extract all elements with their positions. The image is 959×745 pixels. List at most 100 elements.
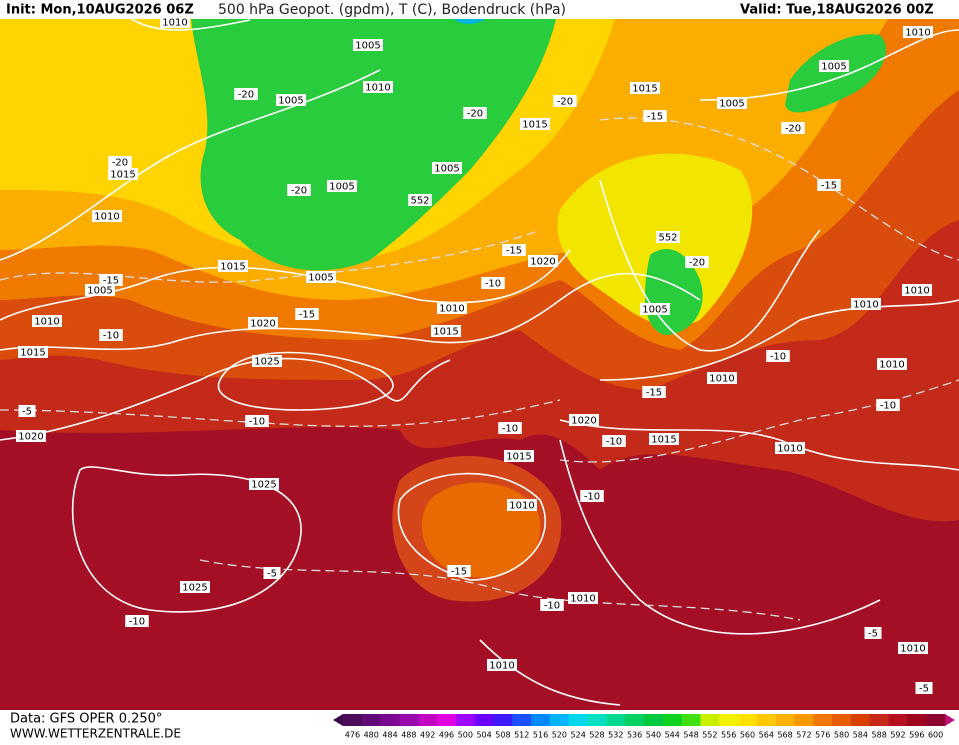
label-box xyxy=(864,627,882,639)
isoline-label: 1015 xyxy=(522,120,547,131)
colorbar-swatch xyxy=(644,714,664,726)
isoline-label: 1010 xyxy=(777,444,802,455)
isoline-label: -15 xyxy=(103,276,119,287)
colorbar-swatch xyxy=(719,714,739,726)
colorbar-swatch xyxy=(399,714,419,726)
colorbar-label: 596 xyxy=(909,731,924,740)
label-box xyxy=(481,277,505,289)
isoline-label: -10 xyxy=(485,279,501,290)
isoline-label: -15 xyxy=(451,567,467,578)
colorbar-swatch xyxy=(474,714,494,726)
label-box xyxy=(85,284,115,296)
label-box xyxy=(160,16,190,28)
isoline-label: 1025 xyxy=(254,357,279,368)
isoline-label: -20 xyxy=(557,97,573,108)
colorbar-swatch xyxy=(926,714,946,726)
colorbar-label: 580 xyxy=(834,731,849,740)
colorbar-label: 572 xyxy=(796,731,811,740)
isoline-label: -10 xyxy=(103,331,119,342)
label-box xyxy=(245,415,269,427)
isoline-label: 1015 xyxy=(632,84,657,95)
site-name: WWW.WETTERZENTRALE.DE xyxy=(10,727,181,741)
label-box xyxy=(431,325,461,337)
isoline-label: -20 xyxy=(291,186,307,197)
isoline-label: -20 xyxy=(467,109,483,120)
label-box xyxy=(252,355,282,367)
label-box xyxy=(125,615,149,627)
label-box xyxy=(18,346,48,358)
map-fill xyxy=(0,0,959,710)
colorbar-label: 556 xyxy=(721,731,736,740)
isoline-label: 1005 xyxy=(308,273,333,284)
colorbar-label: 548 xyxy=(683,731,698,740)
label-box xyxy=(287,184,311,196)
label-box xyxy=(766,350,790,362)
isoline-label: 1015 xyxy=(506,452,531,463)
label-box xyxy=(902,284,932,296)
isoline-label: 552 xyxy=(658,233,677,244)
label-box xyxy=(528,255,558,267)
colorbar-label: 520 xyxy=(552,731,567,740)
colorbar-label: 508 xyxy=(495,731,510,740)
isoline-label: -5 xyxy=(267,569,277,580)
colorbar-swatch xyxy=(343,714,363,726)
colorbar-swatch xyxy=(869,714,889,726)
colorbar-swatch xyxy=(418,714,438,726)
label-box xyxy=(306,271,336,283)
colorbar-swatch xyxy=(832,714,852,726)
label-box xyxy=(249,478,279,490)
label-box xyxy=(108,156,132,168)
colorbar-swatch xyxy=(775,714,795,726)
colorbar-swatch xyxy=(794,714,814,726)
label-box xyxy=(327,180,357,192)
label-box xyxy=(248,317,278,329)
isoline-label: 1015 xyxy=(220,262,245,273)
colorbar-swatch xyxy=(850,714,871,726)
colorbar-label: 528 xyxy=(589,731,604,740)
label-box xyxy=(437,302,467,314)
label-box xyxy=(295,308,319,320)
isotherms xyxy=(0,117,959,621)
colorbar-swatch xyxy=(738,714,758,726)
isoline-label: -10 xyxy=(544,601,560,612)
colorbar-swatch xyxy=(662,714,682,726)
label-box xyxy=(108,168,138,180)
colorbar-label: 576 xyxy=(815,731,830,740)
isoline-label: -10 xyxy=(502,424,518,435)
isoline-label: 1005 xyxy=(329,182,354,193)
label-box xyxy=(580,490,604,502)
label-box xyxy=(568,592,598,604)
isoline-label: -15 xyxy=(299,310,315,321)
isoline-label: -20 xyxy=(238,90,254,101)
isoline-label: 1010 xyxy=(853,300,878,311)
isoline-label: 1010 xyxy=(162,18,187,29)
label-box xyxy=(642,386,666,398)
isoline-label: 1010 xyxy=(879,360,904,371)
isoline-label: -20 xyxy=(112,158,128,169)
label-box xyxy=(16,430,46,442)
colorbar-swatch xyxy=(888,714,908,726)
isoline-label: 1010 xyxy=(489,661,514,672)
isoline-label: 1005 xyxy=(355,41,380,52)
isoline-label: 1005 xyxy=(87,286,112,297)
colorbar-label: 552 xyxy=(702,731,717,740)
isoline-label: -15 xyxy=(506,246,522,257)
colorbar-label: 544 xyxy=(665,731,680,740)
label-box xyxy=(353,39,383,51)
isoline-label: 1015 xyxy=(20,348,45,359)
colorbar-label: 484 xyxy=(382,731,397,740)
colorbar-label: 560 xyxy=(740,731,755,740)
label-box xyxy=(32,315,62,327)
label-box xyxy=(903,26,933,38)
label-box xyxy=(408,194,432,206)
label-box xyxy=(656,231,680,243)
isobars xyxy=(0,9,959,706)
colorbar-label: 564 xyxy=(759,731,774,740)
label-box xyxy=(817,179,841,191)
colorbar-swatch xyxy=(625,714,645,726)
colorbar-label: 532 xyxy=(608,731,623,740)
label-box xyxy=(502,244,526,256)
label-box xyxy=(540,599,564,611)
isoline-label: -15 xyxy=(646,388,662,399)
colorbar-swatch xyxy=(493,714,513,726)
